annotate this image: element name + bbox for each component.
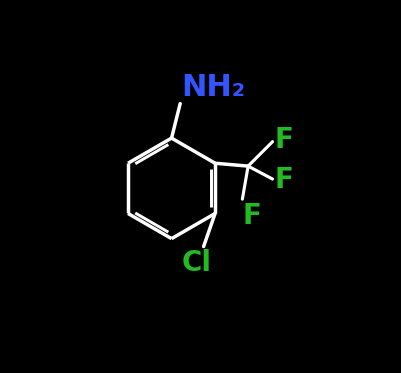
Text: F: F — [274, 166, 293, 194]
Text: F: F — [242, 202, 261, 230]
Text: NH₂: NH₂ — [181, 73, 245, 102]
Text: F: F — [274, 126, 293, 154]
Text: Cl: Cl — [181, 250, 211, 278]
